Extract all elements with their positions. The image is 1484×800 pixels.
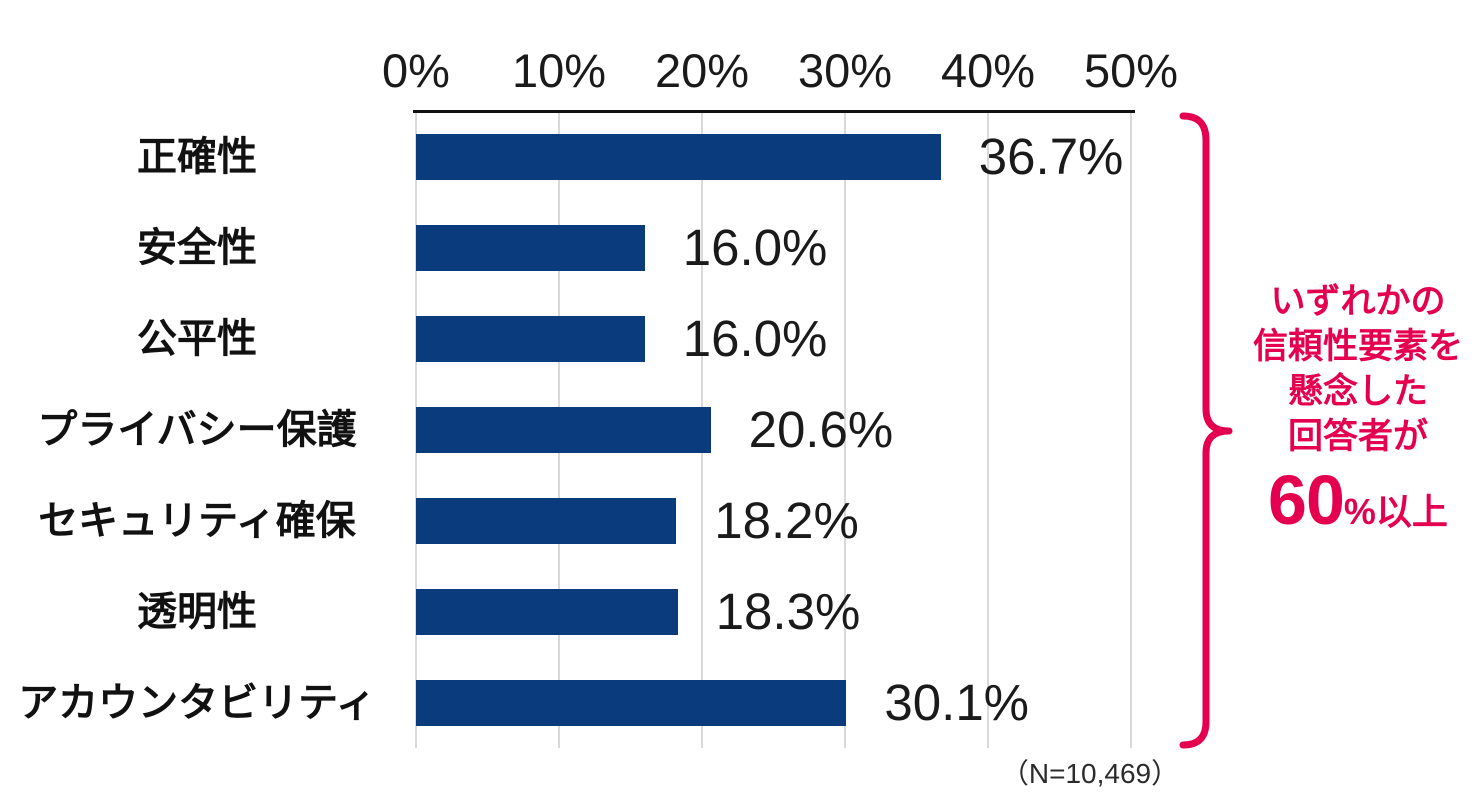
- x-tick-label: 40%: [940, 44, 1036, 97]
- gridline-50%: [1130, 111, 1132, 748]
- annotation-big-number: 60: [1268, 461, 1345, 539]
- value-label: 36.7%: [978, 127, 1124, 185]
- category-label: 安全性: [137, 225, 257, 270]
- category-label: 正確性: [137, 134, 257, 179]
- value-label: 18.2%: [714, 491, 859, 549]
- value-label: 16.0%: [682, 309, 828, 367]
- category-label: 公平性: [137, 316, 257, 361]
- bar-row: 公平性 16.0%: [0, 309, 1484, 367]
- bar: [416, 679, 847, 726]
- x-tick-label: 50%: [1083, 44, 1179, 97]
- value-label: 16.0%: [682, 218, 828, 276]
- bar-row: 透明性 18.3%: [0, 582, 1484, 640]
- category-label: 透明性: [137, 589, 257, 634]
- gridline-40%: [987, 111, 989, 748]
- annotation-line: 回答者が: [1287, 417, 1428, 456]
- bar: [416, 497, 677, 544]
- value-label: 18.3%: [715, 582, 861, 640]
- x-tick-label: 10%: [511, 44, 607, 97]
- x-axis-line: [413, 110, 1135, 113]
- annotation-line: いずれかの: [1270, 282, 1446, 321]
- bar-row: プライバシー保護 20.6%: [0, 400, 1484, 458]
- annotation-line: 信頼性要素を: [1252, 327, 1463, 366]
- x-tick-label: 0%: [382, 44, 450, 97]
- annotation-highlight: 60%以上: [1232, 465, 1484, 535]
- annotation-big-suffix: %以上: [1343, 491, 1448, 532]
- bar: [416, 315, 645, 362]
- category-label: セキュリティ確保: [38, 498, 356, 543]
- annotation-line: 懸念した: [1287, 372, 1428, 411]
- bar: [416, 406, 711, 453]
- bar-row: アカウンタビリティ 30.1%: [0, 673, 1484, 731]
- bar: [416, 224, 645, 271]
- value-label: 30.1%: [884, 673, 1030, 731]
- bar-row: セキュリティ確保 18.2%: [0, 491, 1484, 549]
- x-tick-label: 30%: [797, 44, 893, 97]
- gridline-30%: [844, 111, 846, 748]
- category-label: アカウンタビリティ: [18, 680, 376, 725]
- x-tick-label: 20%: [654, 44, 750, 97]
- bar-row: 正確性 36.7%: [0, 127, 1484, 185]
- bar: [416, 588, 678, 635]
- category-label: プライバシー保護: [37, 407, 357, 452]
- annotation-callout: いずれかの 信頼性要素を 懸念した 回答者が 60%以上: [1232, 279, 1484, 535]
- value-label: 20.6%: [748, 400, 894, 458]
- bar-row: 安全性 16.0%: [0, 218, 1484, 276]
- bar: [416, 133, 941, 180]
- sample-size-note: （N=10,469）: [1000, 758, 1180, 789]
